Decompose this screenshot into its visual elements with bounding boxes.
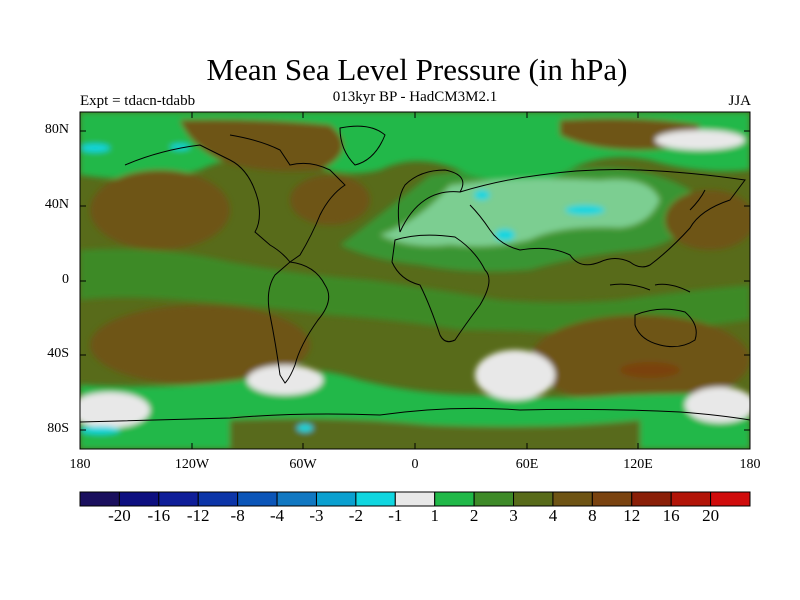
coast-indonesia [609, 283, 691, 293]
lon-label-120e: 120E [623, 457, 653, 472]
lat-label-40s: 40S [47, 346, 69, 361]
colorbar-swatch [197, 491, 239, 507]
field-sind-brown [530, 315, 750, 405]
colorbar-swatch [631, 491, 672, 507]
axis-ticks [80, 112, 750, 449]
field-spac-brown [90, 305, 310, 385]
lat-label-40n: 40N [44, 197, 69, 212]
lat-label-80s: 80S [47, 421, 69, 436]
field-cyan-asia [565, 205, 605, 215]
coast-antarctica [80, 407, 750, 423]
field-cyan-antarctic-2 [297, 424, 313, 432]
colorbar-label: 3 [509, 506, 518, 525]
field-antarctic-light-e [685, 387, 750, 423]
colorbar-label: -8 [230, 506, 245, 525]
colorbar-swatch [237, 491, 278, 507]
colorbar-label: 2 [469, 506, 479, 525]
lon-label-120w: 120W [174, 457, 210, 472]
experiment-label: Expt = tdacn-tdabb [80, 93, 196, 109]
colorbar-label: -3 [309, 506, 324, 525]
field-cyan-antarctic [80, 426, 120, 434]
coast-europe [397, 169, 464, 233]
field-arctic-brown [180, 119, 343, 172]
lat-label-80n: 80N [44, 122, 69, 137]
colorbar-swatch [670, 491, 712, 507]
colorbar-swatch [513, 491, 554, 507]
colorbar-label: -2 [348, 506, 363, 525]
field-satl-light [475, 350, 555, 400]
colorbar-label: -1 [388, 506, 403, 525]
field-samerica-light [247, 365, 323, 395]
colorbar-swatch [552, 491, 593, 507]
field-wpac-high [665, 190, 750, 250]
colorbar-swatch [79, 491, 120, 507]
field-tropical-green [80, 248, 750, 335]
colorbar-swatch [315, 491, 357, 507]
field-sind-red [620, 362, 680, 378]
lon-label-60w: 60W [289, 457, 317, 472]
colorbar-label: 16 [662, 506, 680, 525]
colorbar-label: 12 [623, 506, 641, 525]
chart-subtitle: 013kyr BP - HadCM3M2.1 [332, 89, 498, 105]
season-label: JJA [728, 93, 751, 109]
field-cyan-mideast [495, 229, 515, 241]
colorbar-label: 8 [588, 506, 597, 525]
field-cyan-caspian [474, 190, 490, 200]
colorbar-label: 4 [548, 506, 558, 525]
colorbar-swatch [158, 491, 199, 507]
colorbar-swatch [434, 491, 475, 507]
field-light-arctic [655, 130, 745, 150]
colorbar-label: -16 [147, 506, 171, 525]
colorbar [79, 491, 751, 507]
chart-title: Mean Sea Level Pressure (in hPa) [206, 52, 628, 87]
colorbar-swatch [276, 491, 317, 507]
colorbar-label: -4 [269, 506, 285, 525]
map-field [80, 112, 750, 449]
colorbar-label: 1 [430, 506, 439, 525]
colorbar-swatch [394, 491, 436, 507]
coast-japan [689, 189, 706, 211]
colorbar-swatch [473, 491, 515, 507]
coast-africa [391, 234, 490, 343]
coast-south-america [267, 261, 330, 384]
coast-australia [634, 308, 697, 348]
field-cyan-arctic [80, 144, 110, 152]
colorbar-swatch [710, 491, 751, 507]
colorbar-label: -20 [108, 506, 131, 525]
field-npac-high [90, 170, 230, 250]
field-antarctic-light-w [80, 392, 150, 428]
field-natl-high [290, 175, 370, 225]
colorbar-label: -12 [186, 506, 210, 525]
field-antarctic-brown [230, 418, 640, 449]
lon-label-60e: 60E [515, 457, 539, 472]
field-cyan-arctic-2 [170, 144, 190, 150]
coastlines [80, 125, 750, 423]
lon-label-0: 0 [411, 457, 419, 472]
colorbar-swatch [591, 491, 633, 507]
field-eurasia-green [340, 167, 692, 272]
colorbar-label: 20 [702, 506, 720, 525]
colorbar-swatch [118, 491, 160, 507]
coast-asia [459, 169, 746, 268]
lon-label-180w: 180 [69, 457, 91, 472]
coast-greenland [339, 125, 386, 166]
lat-label-0: 0 [62, 272, 69, 287]
lon-label-180e: 180 [739, 457, 761, 472]
colorbar-swatch [355, 491, 396, 507]
